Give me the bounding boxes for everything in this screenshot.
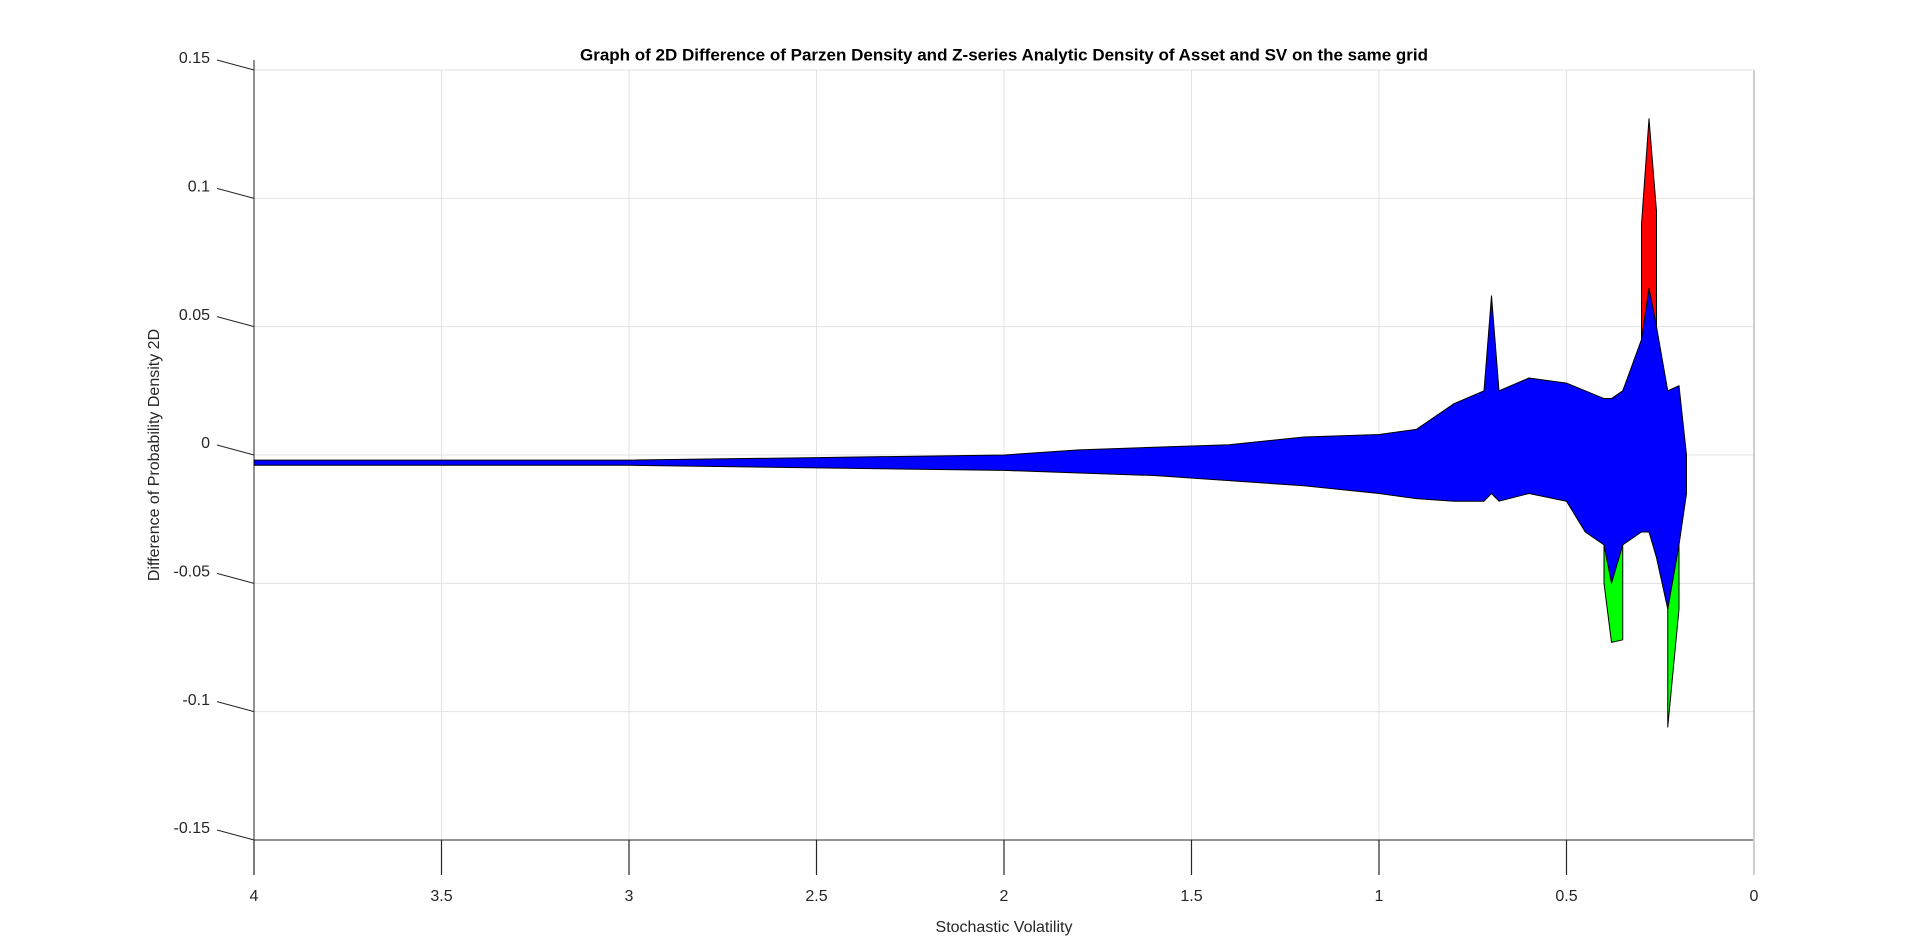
y-tick <box>216 444 255 456</box>
y-tick <box>216 701 255 713</box>
x-tick-label: 2.5 <box>805 888 827 905</box>
x-tick-label: 0.5 <box>1555 888 1577 905</box>
x-tick-label: 3 <box>625 888 634 905</box>
x-tick-label: 0 <box>1750 888 1759 905</box>
y-tick <box>216 316 255 328</box>
x-tick-label: 1.5 <box>1180 888 1202 905</box>
y-tick-label: 0.1 <box>188 179 210 196</box>
y-tick-label: 0 <box>201 435 210 452</box>
y-tick <box>216 187 255 199</box>
y-tick-label: -0.1 <box>182 692 210 709</box>
y-tick-label: 0.05 <box>179 307 210 324</box>
x-tick-label: 4 <box>250 888 259 905</box>
x-tick-label: 2 <box>1000 888 1009 905</box>
y-tick <box>216 829 255 841</box>
chart-title: Graph of 2D Difference of Parzen Density… <box>580 45 1428 64</box>
x-axis-label: Stochastic Volatility <box>936 919 1073 936</box>
y-tick <box>216 59 255 71</box>
y-axis-label: Difference of Probability Density 2D <box>146 329 163 581</box>
y-tick-label: -0.05 <box>174 564 211 581</box>
x-tick-label: 1 <box>1375 888 1384 905</box>
y-tick <box>216 572 255 584</box>
surface-band <box>253 287 1687 610</box>
y-tick-label: -0.15 <box>174 820 211 837</box>
x-tick-label: 3.5 <box>430 888 452 905</box>
y-tick-label: 0.15 <box>179 50 210 67</box>
